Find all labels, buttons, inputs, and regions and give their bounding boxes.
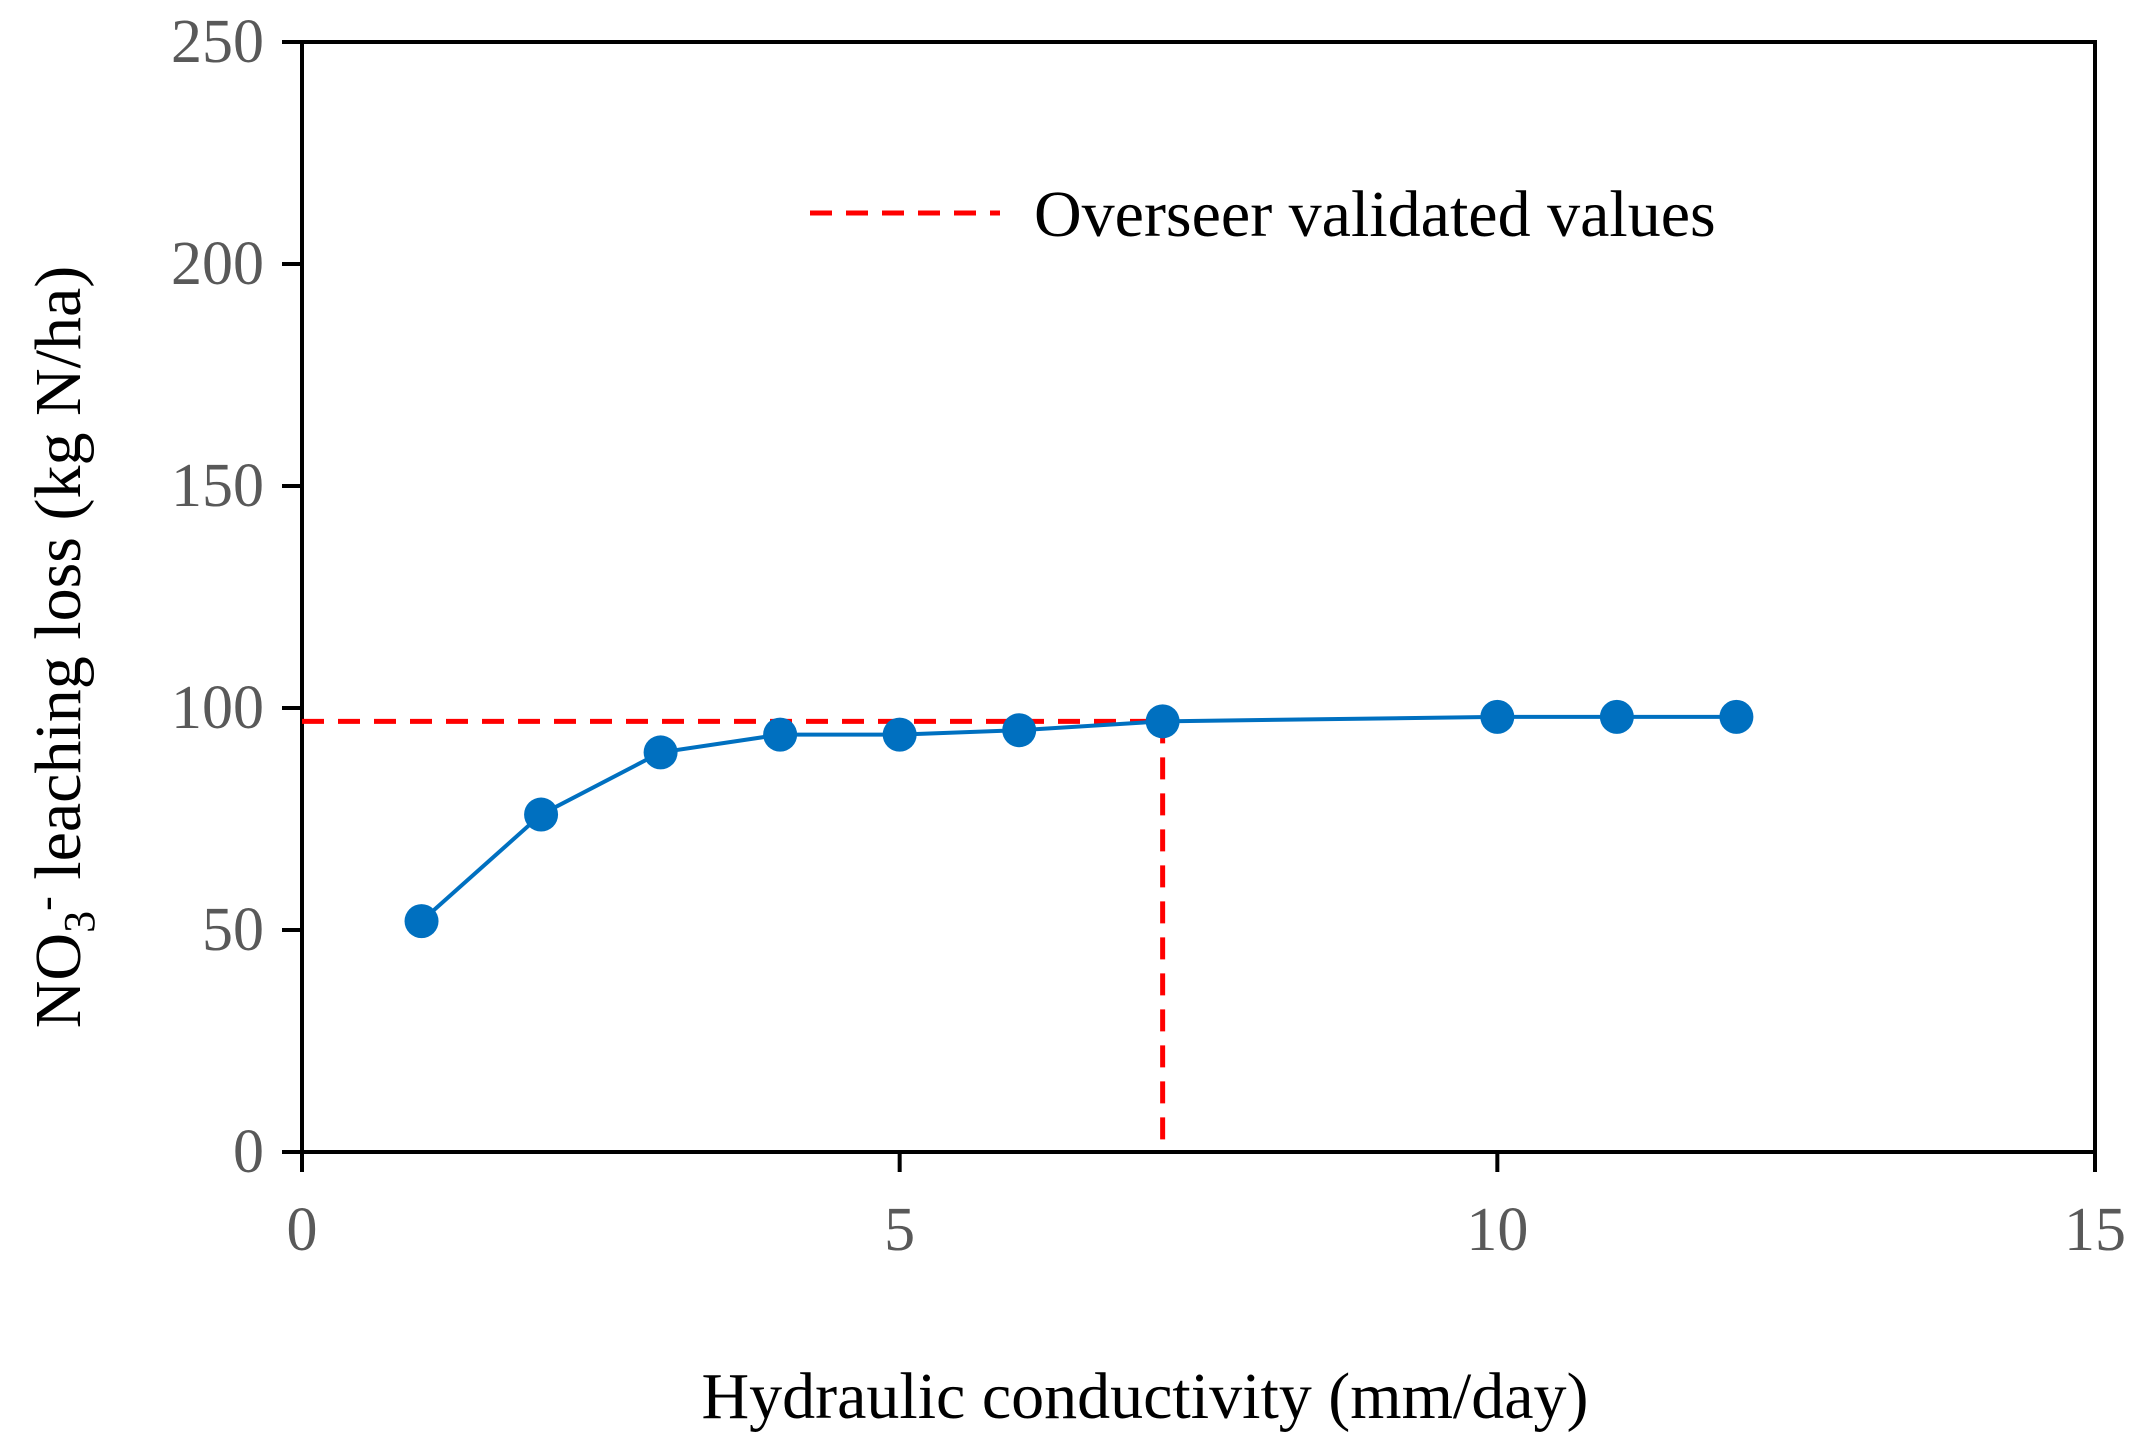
y-tick-label: 100 xyxy=(171,674,264,742)
y-axis-title-prefix: NO xyxy=(22,933,95,1028)
data-point xyxy=(643,735,678,770)
series-layer xyxy=(404,699,1754,939)
series-line xyxy=(420,714,1737,923)
y-tick-label: 200 xyxy=(171,230,264,298)
y-axis-title: NO3- leaching loss (kg N/ha) xyxy=(21,266,104,1029)
data-point xyxy=(763,717,798,752)
x-axis-title: Hydraulic conductivity (mm/day) xyxy=(701,1360,1588,1433)
y-axis-title-superscript: - xyxy=(21,896,70,911)
plot-border xyxy=(300,40,2097,1154)
y-axis: 0 50 100 150 200 250 xyxy=(171,8,302,1186)
data-point xyxy=(524,797,559,832)
data-point xyxy=(404,904,439,939)
y-tick-label: 50 xyxy=(202,896,264,964)
data-point xyxy=(1002,713,1037,748)
data-point xyxy=(882,717,917,752)
legend-label: Overseer validated values xyxy=(1034,178,1716,251)
data-point xyxy=(1480,699,1515,734)
x-tick-label: 15 xyxy=(2064,1196,2126,1264)
y-axis-title-subscript: 3 xyxy=(55,911,104,933)
legend: Overseer validated values xyxy=(810,178,1716,251)
y-axis-title-suffix: leaching loss (kg N/ha) xyxy=(22,266,95,897)
plot-area xyxy=(300,40,2097,1154)
y-tick-label: 0 xyxy=(233,1118,264,1186)
data-point xyxy=(1145,704,1180,739)
x-tick-label: 0 xyxy=(287,1196,318,1264)
x-tick-label: 5 xyxy=(884,1196,915,1264)
y-tick-label: 150 xyxy=(171,452,264,520)
x-axis: 0 5 10 15 xyxy=(287,1152,2126,1264)
y-tick-label: 250 xyxy=(171,8,264,76)
x-tick-label: 10 xyxy=(1466,1196,1528,1264)
data-point xyxy=(1719,699,1754,734)
data-point xyxy=(1599,699,1634,734)
reference-lines xyxy=(302,718,1166,1152)
